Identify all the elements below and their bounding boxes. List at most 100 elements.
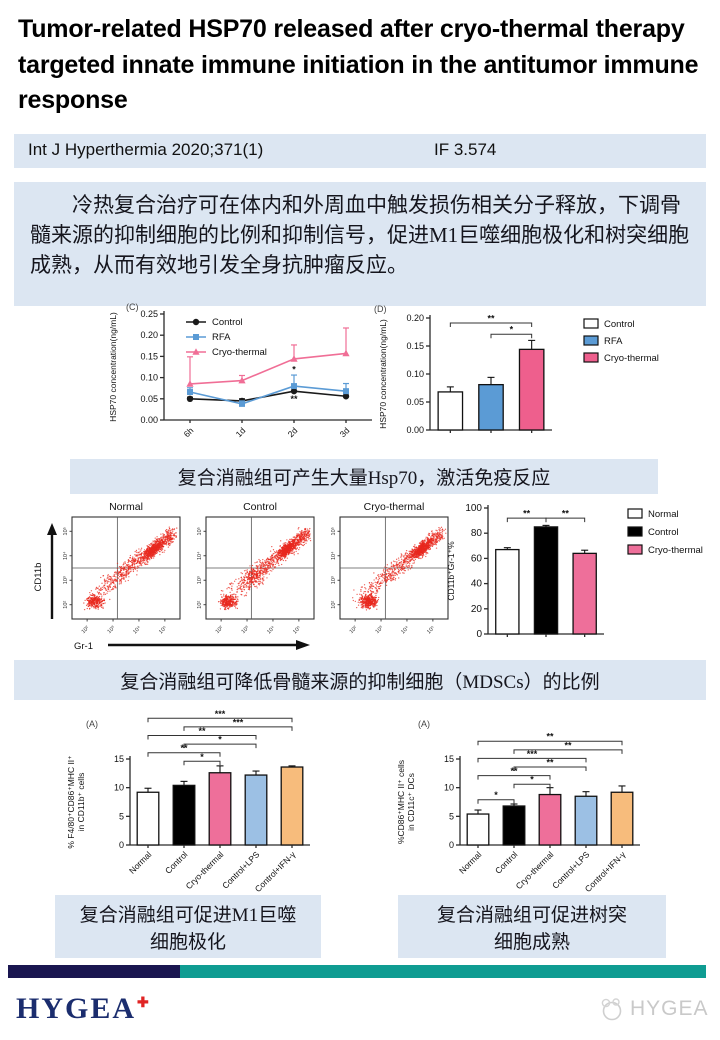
svg-text:60: 60 bbox=[471, 553, 483, 564]
svg-text:0.10: 0.10 bbox=[406, 369, 424, 379]
svg-text:Normal: Normal bbox=[127, 849, 154, 876]
svg-text:CD11b: CD11b bbox=[33, 563, 44, 592]
svg-text:10⁵: 10⁵ bbox=[291, 624, 302, 635]
hsp70-bar-chart: 0.00 0.05 0.10 0.15 0.20 HSP70 concentration(… bbox=[374, 304, 659, 435]
svg-text:0: 0 bbox=[476, 629, 482, 640]
footer-teal-bar bbox=[180, 965, 706, 978]
svg-text:**: ** bbox=[198, 726, 206, 736]
hygea-watermark: HYGEA bbox=[598, 996, 709, 1022]
svg-text:10²: 10² bbox=[349, 625, 359, 635]
svg-text:*: * bbox=[292, 365, 296, 375]
svg-text:0: 0 bbox=[449, 840, 454, 850]
svg-text:10⁵: 10⁵ bbox=[425, 624, 436, 635]
svg-text:***: *** bbox=[527, 749, 538, 759]
svg-text:3d: 3d bbox=[338, 425, 352, 439]
svg-text:100: 100 bbox=[465, 503, 482, 514]
svg-text:10²: 10² bbox=[197, 601, 203, 609]
svg-text:10⁵: 10⁵ bbox=[157, 624, 168, 635]
dendritic-cell-bar-chart: 0 5 10 15 %CD86⁺MHC II⁺ cells in CD11c⁺ DCs (A… bbox=[396, 719, 640, 893]
svg-text:Cryo-thermal: Cryo-thermal bbox=[184, 849, 226, 891]
watermark-text: HYGEA bbox=[630, 997, 709, 1020]
caption-hsp70: 复合消融组可产生大量Hsp70，激活免疫反应 bbox=[70, 459, 658, 494]
svg-text:10³: 10³ bbox=[375, 625, 385, 635]
page-title: Tumor-related HSP70 released after cryo-… bbox=[18, 15, 699, 114]
svg-text:Control: Control bbox=[604, 319, 635, 330]
svg-text:(C): (C) bbox=[126, 302, 139, 312]
svg-text:Gr-1: Gr-1 bbox=[74, 641, 93, 652]
svg-text:10: 10 bbox=[444, 783, 454, 793]
svg-text:Control: Control bbox=[243, 501, 277, 513]
svg-text:0.25: 0.25 bbox=[140, 309, 158, 319]
svg-text:10²: 10² bbox=[81, 625, 91, 635]
svg-text:RFA: RFA bbox=[604, 336, 623, 347]
flow-cytometry-figure: Normal 10² 10² 10³ 10³ 10⁴ 10⁴ 10⁵ 10⁵ Control 10²… bbox=[33, 501, 449, 652]
svg-text:Cryo-thermal: Cryo-thermal bbox=[212, 347, 267, 358]
svg-text:0.15: 0.15 bbox=[406, 341, 424, 351]
svg-text:**: ** bbox=[180, 743, 188, 753]
svg-text:(A): (A) bbox=[418, 719, 430, 729]
caption-dc: 复合消融组可促进树突细胞成熟 bbox=[398, 895, 666, 958]
svg-text:(A): (A) bbox=[86, 719, 98, 729]
svg-text:Cryo-thermal: Cryo-thermal bbox=[364, 501, 425, 513]
svg-text:15: 15 bbox=[114, 754, 124, 764]
svg-text:RFA: RFA bbox=[212, 332, 231, 343]
svg-text:*: * bbox=[510, 325, 514, 335]
svg-text:10²: 10² bbox=[215, 625, 225, 635]
caption-m1: 复合消融组可促进M1巨噬细胞极化 bbox=[55, 895, 321, 958]
svg-text:CD11b⁺Gr-1⁺%: CD11b⁺Gr-1⁺% bbox=[446, 541, 456, 601]
svg-text:in CD11b⁺ cells: in CD11b⁺ cells bbox=[76, 773, 86, 832]
abstract-box: 冷热复合治疗可在体内和外周血中触发损伤相关分子释放，下调骨髓来源的抑制细胞的比例… bbox=[14, 182, 706, 306]
svg-text:**: ** bbox=[487, 314, 495, 324]
svg-text:Normal: Normal bbox=[457, 849, 484, 876]
svg-text:%CD86⁺MHC II⁺ cells: %CD86⁺MHC II⁺ cells bbox=[396, 760, 406, 844]
svg-text:**: ** bbox=[290, 394, 298, 404]
svg-text:**: ** bbox=[562, 509, 570, 519]
svg-text:**: ** bbox=[564, 740, 572, 750]
hsp70-line-chart: 0.00 0.05 0.10 0.15 0.20 0.25 HSP70 concentrat… bbox=[108, 302, 372, 439]
svg-text:10⁴: 10⁴ bbox=[62, 551, 69, 560]
svg-text:10⁴: 10⁴ bbox=[265, 624, 276, 635]
logo-plus-icon: ✚ bbox=[137, 996, 149, 1011]
svg-text:1d: 1d bbox=[234, 425, 248, 439]
svg-text:10⁵: 10⁵ bbox=[330, 527, 337, 535]
svg-text:Normal: Normal bbox=[648, 509, 679, 520]
svg-text:10³: 10³ bbox=[63, 576, 69, 584]
svg-text:0.10: 0.10 bbox=[140, 373, 158, 383]
svg-text:0.00: 0.00 bbox=[140, 415, 158, 425]
svg-text:HSP70 concentration(ng/mL): HSP70 concentration(ng/mL) bbox=[378, 319, 388, 429]
svg-text:0.05: 0.05 bbox=[140, 394, 158, 404]
svg-text:**: ** bbox=[546, 758, 554, 768]
svg-text:10²: 10² bbox=[331, 601, 337, 609]
svg-text:*: * bbox=[200, 752, 204, 762]
svg-text:0.20: 0.20 bbox=[140, 330, 158, 340]
svg-text:10²: 10² bbox=[63, 601, 69, 609]
svg-text:*: * bbox=[530, 775, 534, 785]
caption-mdsc: 复合消融组可降低骨髓来源的抑制细胞（MDSCs）的比例 bbox=[14, 660, 706, 700]
svg-text:10³: 10³ bbox=[241, 625, 251, 635]
svg-text:% F4/80⁺CD86⁺MHC II⁺: % F4/80⁺CD86⁺MHC II⁺ bbox=[66, 755, 76, 849]
svg-text:Control: Control bbox=[212, 317, 243, 328]
svg-text:10³: 10³ bbox=[197, 576, 203, 584]
svg-text:Control: Control bbox=[648, 527, 679, 538]
hygea-logo: HYGEA✚ bbox=[16, 992, 149, 1026]
svg-text:20: 20 bbox=[471, 604, 483, 615]
svg-text:in CD11c⁺ DCs: in CD11c⁺ DCs bbox=[406, 773, 416, 831]
svg-text:(D): (D) bbox=[374, 304, 387, 314]
svg-text:**: ** bbox=[523, 509, 531, 519]
svg-text:10⁵: 10⁵ bbox=[196, 527, 203, 535]
svg-text:80: 80 bbox=[471, 528, 483, 539]
svg-text:2d: 2d bbox=[286, 425, 300, 439]
svg-text:5: 5 bbox=[449, 811, 454, 821]
journal-bar: Int J Hyperthermia 2020;371(1) IF 3.574 bbox=[14, 134, 706, 168]
svg-text:10³: 10³ bbox=[331, 576, 337, 584]
mdsc-bar-chart: 0 20 40 60 80 100 CD11b⁺Gr-1⁺% ** ** Normal Contro… bbox=[446, 503, 703, 640]
svg-text:Cryo-thermal: Cryo-thermal bbox=[648, 545, 703, 556]
svg-text:6h: 6h bbox=[182, 425, 196, 439]
svg-text:**: ** bbox=[546, 732, 554, 742]
svg-text:5: 5 bbox=[119, 811, 124, 821]
svg-text:10: 10 bbox=[114, 783, 124, 793]
svg-text:*: * bbox=[218, 735, 222, 745]
svg-text:10⁴: 10⁴ bbox=[330, 551, 337, 560]
svg-text:0.05: 0.05 bbox=[406, 397, 424, 407]
